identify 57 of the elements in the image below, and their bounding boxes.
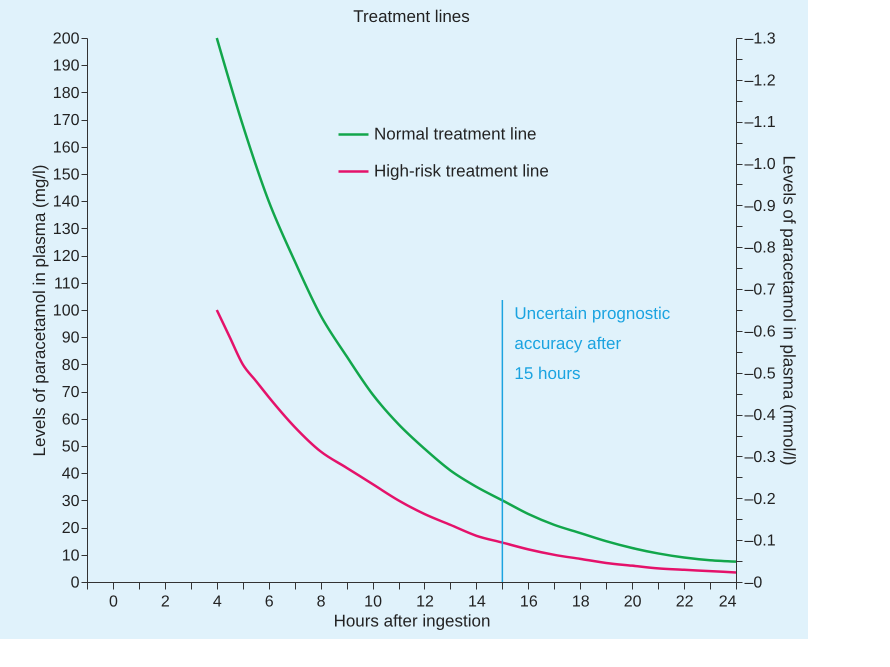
x-tick-label: 10: [364, 594, 382, 610]
line-series: [216, 308, 738, 574]
y-tick-label: 170: [52, 112, 80, 130]
y-tick-label: 0: [70, 574, 80, 592]
x-tick-label: 12: [416, 594, 434, 610]
y2-tick-label: –1.3: [744, 30, 776, 48]
x-tick-label: 20: [624, 594, 642, 610]
y2-axis-title: Levels of paracetamol in plasma (mmol/l): [780, 156, 799, 466]
y-tick-label: 120: [52, 248, 80, 266]
y-axis-title: Levels of paracetamol in plasma (mg/l): [30, 164, 49, 456]
y-tick-label: 190: [52, 58, 80, 75]
y-tick-label: 40: [62, 466, 80, 483]
x-tick-label: 2: [160, 594, 170, 610]
ref-line-label: Uncertain prognostic accuracy after 15 hours: [514, 304, 671, 383]
y-tick-label: 150: [52, 166, 80, 184]
legend-label: Normal treatment line: [374, 124, 537, 144]
chart-title: Treatment lines: [353, 7, 470, 26]
y-tick-label: 140: [52, 194, 80, 211]
y-tick-label: 130: [52, 220, 80, 238]
y2-tick-label: –0.9: [744, 198, 776, 215]
y-tick-label: 180: [52, 84, 80, 102]
x-tick-label: 4: [212, 594, 222, 610]
y-tick-label: 10: [62, 547, 80, 564]
y-tick-label: 20: [62, 520, 80, 538]
y-tick-label: 100: [52, 302, 80, 320]
x-tick-label: 14: [468, 594, 486, 610]
y2-tick-label: –0.3: [744, 448, 776, 466]
legend-label: High-risk treatment line: [374, 162, 549, 180]
y2-tick-label: –1.1: [744, 114, 776, 132]
x-tick-label: 22: [676, 594, 694, 610]
y2-tick-label: –0.8: [744, 240, 776, 257]
y-tick-label: 160: [52, 139, 80, 156]
y2-tick-label: –0.6: [744, 323, 776, 340]
y2-tick-label: –0.4: [744, 407, 776, 424]
y-tick-label: 60: [62, 411, 80, 428]
x-tick-label: 16: [520, 594, 538, 610]
y2-tick-label: –0.7: [744, 282, 776, 299]
x-tick-label: 24: [718, 594, 737, 610]
x-axis-title: Hours after ingestion: [334, 612, 490, 630]
x-tick-label: 18: [572, 594, 590, 610]
y2-tick-label: –1.0: [744, 156, 776, 174]
y2-tick-label: –0.2: [744, 490, 776, 508]
line-series: [216, 36, 738, 563]
y-tick-label: 70: [62, 384, 80, 402]
y2-tick-label: –0.1: [744, 532, 776, 550]
y2-tick-label: –0: [744, 574, 762, 592]
x-tick-label: 6: [264, 594, 274, 610]
y-tick-label: 80: [62, 356, 80, 374]
y-tick-label: 110: [54, 275, 80, 292]
y-tick-label: 90: [62, 330, 80, 347]
y2-tick-label: –1.2: [744, 72, 776, 90]
x-tick-label: 0: [109, 594, 118, 610]
y-tick-label: 50: [62, 438, 80, 456]
y-tick-label: 200: [52, 30, 80, 48]
y-tick-label: 30: [62, 492, 80, 510]
x-tick-label: 8: [316, 594, 326, 610]
y2-tick-label: –0.5: [744, 365, 776, 382]
